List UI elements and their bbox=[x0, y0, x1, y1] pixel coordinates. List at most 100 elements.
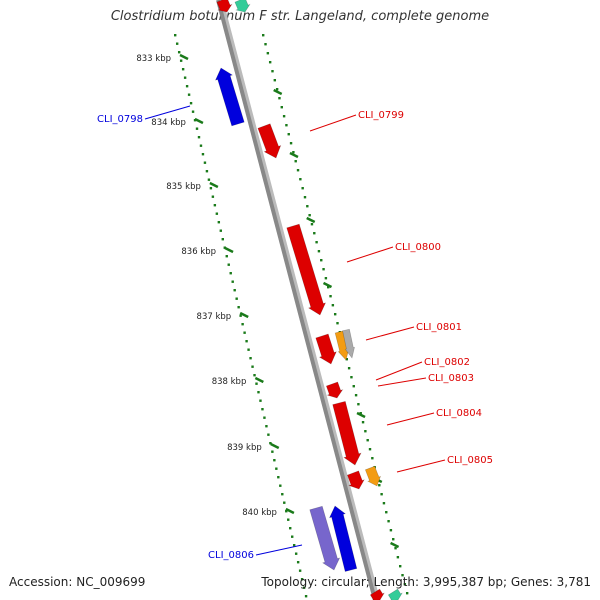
gene-label: CLI_0802 bbox=[424, 357, 470, 368]
leader-line bbox=[346, 246, 394, 263]
left-tick-ring-dot bbox=[219, 229, 223, 232]
left-tick-ring-dot bbox=[273, 459, 276, 462]
tick-label: 840 kbp bbox=[242, 508, 277, 518]
right-tick-ring-dot bbox=[389, 529, 393, 532]
left-tick-ring-dot bbox=[217, 221, 221, 224]
tick-mark bbox=[254, 376, 264, 384]
left-tick-ring-dot bbox=[183, 76, 187, 79]
right-tick-ring-dot bbox=[273, 79, 277, 82]
left-tick-ring-dot bbox=[191, 110, 195, 113]
gene-arrow bbox=[309, 505, 341, 571]
right-tick-ring-dot bbox=[264, 43, 267, 46]
right-tick-ring-dot bbox=[387, 520, 390, 523]
right-tick-ring-dot bbox=[385, 511, 388, 514]
gene-label: CLI_0801 bbox=[416, 322, 462, 333]
leader-line bbox=[386, 412, 435, 426]
right-tick-ring-dot bbox=[320, 259, 323, 262]
right-tick-ring-dot bbox=[317, 250, 321, 253]
gene-arrow bbox=[325, 381, 344, 399]
left-tick-ring-dot bbox=[227, 263, 230, 266]
tick-mark bbox=[322, 281, 333, 289]
gene-arrow bbox=[342, 328, 355, 359]
left-tick-ring-dot bbox=[296, 561, 300, 564]
right-tick-ring-dot bbox=[352, 385, 355, 388]
right-tick-ring-dot bbox=[299, 178, 302, 181]
right-tick-ring-dot bbox=[331, 304, 335, 307]
left-tick-ring-dot bbox=[235, 297, 238, 300]
left-tick-ring-dot bbox=[209, 187, 213, 190]
gene-label: CLI_0800 bbox=[395, 242, 441, 253]
right-tick-ring-dot bbox=[361, 421, 365, 424]
right-tick-ring-dot bbox=[368, 448, 372, 451]
left-tick-ring-dot bbox=[185, 85, 189, 88]
right-tick-ring-dot bbox=[364, 430, 367, 433]
map-title: Clostridium botulinum F str. Langeland, … bbox=[110, 9, 490, 24]
left-tick-ring-dot bbox=[287, 518, 290, 521]
left-tick-ring-dot bbox=[197, 136, 201, 139]
right-tick-ring-dot bbox=[322, 268, 325, 271]
gene-arrow bbox=[286, 223, 327, 316]
leader-line bbox=[375, 361, 423, 381]
right-tick-ring-dot bbox=[394, 547, 397, 550]
right-tick-ring-dot bbox=[405, 592, 409, 595]
gene-arrow bbox=[387, 588, 403, 600]
left-tick-ring-dot bbox=[285, 510, 288, 513]
left-tick-ring-dot bbox=[195, 127, 199, 130]
left-tick-ring-dot bbox=[302, 586, 306, 589]
left-tick-ring-dot bbox=[215, 212, 219, 215]
left-tick-ring-dot bbox=[229, 272, 232, 275]
left-tick-ring-dot bbox=[187, 93, 191, 96]
right-tick-ring-dot bbox=[285, 124, 288, 127]
tick-mark bbox=[179, 53, 189, 61]
right-tick-ring-dot bbox=[306, 205, 309, 208]
left-tick-ring-dot bbox=[269, 442, 272, 445]
right-tick-ring-dot bbox=[303, 196, 307, 199]
right-tick-ring-dot bbox=[396, 556, 400, 559]
gene-arrow bbox=[346, 470, 365, 490]
left-tick-ring-dot bbox=[257, 391, 260, 394]
left-tick-ring-dot bbox=[243, 331, 246, 334]
left-tick-ring-dot bbox=[175, 42, 179, 45]
right-tick-ring-dot bbox=[401, 574, 404, 577]
left-tick-ring-dot bbox=[247, 348, 250, 351]
left-tick-ring-dot bbox=[179, 59, 183, 62]
left-tick-ring-dot bbox=[294, 552, 298, 555]
backbone-core bbox=[216, 0, 377, 600]
left-tick-ring-dot bbox=[245, 340, 248, 343]
left-tick-ring-dot bbox=[292, 544, 296, 547]
tick-mark bbox=[306, 216, 316, 224]
tick-label: 837 kbp bbox=[197, 312, 232, 322]
right-tick-ring-dot bbox=[271, 70, 274, 73]
left-tick-ring-dot bbox=[283, 501, 286, 504]
left-tick-ring-dot bbox=[223, 246, 226, 249]
tick-label: 835 kbp bbox=[166, 182, 201, 192]
left-tick-ring-dot bbox=[213, 204, 217, 207]
right-tick-ring-dot bbox=[336, 322, 339, 325]
leader-line bbox=[377, 377, 427, 387]
left-tick-ring-dot bbox=[249, 357, 252, 360]
left-tick-ring-dot bbox=[289, 527, 292, 530]
left-tick-ring-dot bbox=[265, 425, 268, 428]
leader-line bbox=[144, 105, 191, 120]
right-tick-ring-dot bbox=[268, 61, 272, 64]
right-tick-ring-dot bbox=[280, 106, 283, 109]
tick-mark bbox=[390, 541, 400, 549]
right-tick-ring-dot bbox=[378, 484, 381, 487]
gene-arrow bbox=[329, 505, 358, 572]
right-tick-ring-dot bbox=[278, 97, 281, 100]
tick-mark bbox=[273, 88, 283, 96]
right-tick-ring-dot bbox=[359, 412, 362, 415]
right-tick-ring-dot bbox=[324, 277, 328, 280]
gene-arrow bbox=[216, 0, 233, 13]
right-tick-ring-dot bbox=[313, 232, 316, 235]
right-tick-ring-dot bbox=[403, 583, 407, 586]
left-tick-ring-dot bbox=[177, 51, 181, 54]
left-tick-ring-dot bbox=[281, 493, 284, 496]
tick-label: 834 kbp bbox=[151, 118, 186, 128]
right-tick-ring-dot bbox=[350, 376, 353, 379]
left-tick-ring-dot bbox=[277, 476, 280, 479]
right-tick-ring-dot bbox=[266, 52, 270, 55]
left-tick-ring-dot bbox=[304, 595, 308, 598]
left-tick-ring-dot bbox=[253, 374, 256, 377]
